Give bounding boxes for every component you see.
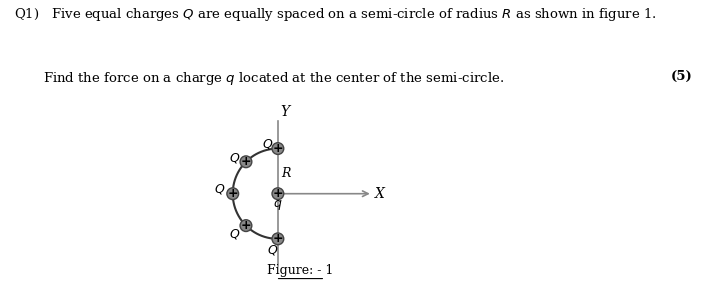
- Circle shape: [272, 188, 283, 200]
- Circle shape: [272, 233, 283, 245]
- Circle shape: [272, 143, 283, 154]
- Text: Find the force on a charge $q$ located at the center of the semi-circle.: Find the force on a charge $q$ located a…: [43, 70, 504, 87]
- Text: +: +: [273, 232, 283, 245]
- Text: Y: Y: [280, 105, 289, 119]
- Text: +: +: [241, 155, 251, 168]
- Text: $Q$: $Q$: [262, 137, 273, 151]
- Text: +: +: [273, 142, 283, 155]
- Text: +: +: [241, 219, 251, 232]
- Text: Figure: - 1: Figure: - 1: [267, 264, 333, 277]
- Text: $q$: $q$: [273, 198, 282, 212]
- Text: Q1)   Five equal charges $Q$ are equally spaced on a semi-circle of radius $R$ a: Q1) Five equal charges $Q$ are equally s…: [14, 6, 657, 23]
- Circle shape: [240, 220, 252, 231]
- Text: $Q$: $Q$: [229, 151, 241, 165]
- Text: +: +: [273, 187, 283, 200]
- Text: $Q$: $Q$: [214, 182, 226, 196]
- Text: $Q$: $Q$: [229, 227, 241, 241]
- Text: +: +: [228, 187, 238, 200]
- Text: R: R: [281, 167, 291, 180]
- Text: (5): (5): [671, 70, 693, 83]
- Text: X: X: [375, 187, 385, 201]
- Circle shape: [240, 156, 252, 168]
- Circle shape: [227, 188, 238, 200]
- Text: $Q$: $Q$: [267, 243, 278, 257]
